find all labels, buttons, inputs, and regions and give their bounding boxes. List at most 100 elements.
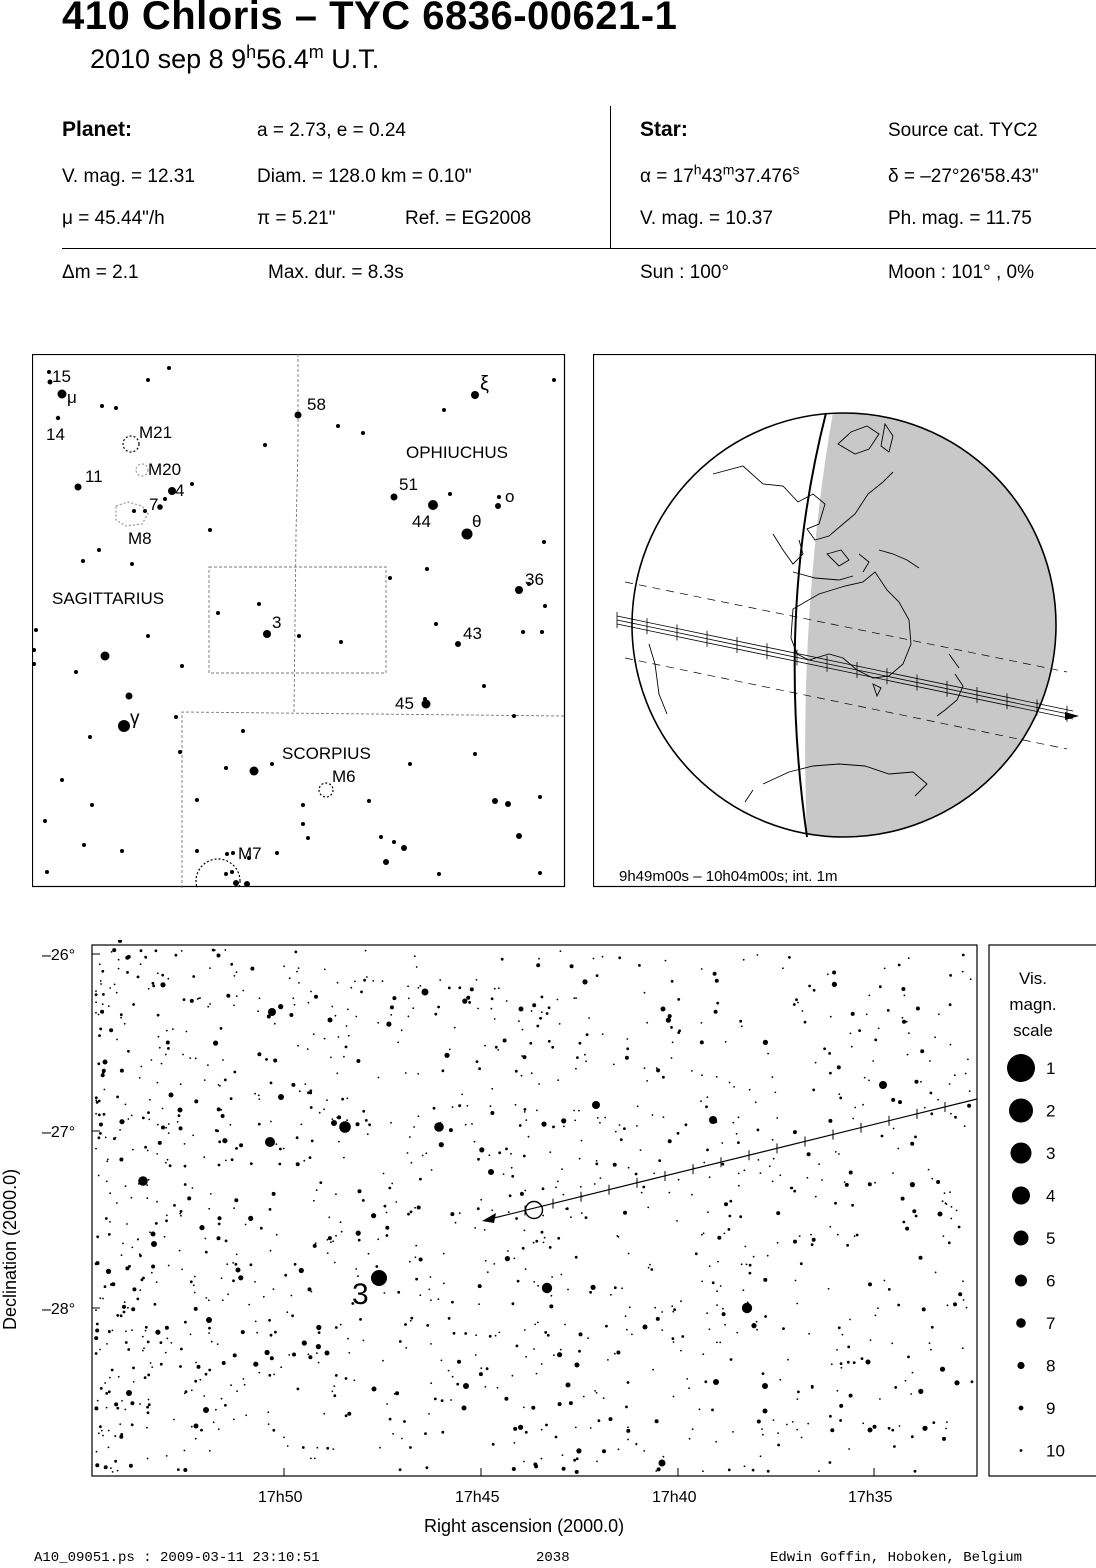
- star: [383, 859, 389, 865]
- star: [208, 1368, 212, 1372]
- svg-text:M7: M7: [238, 844, 262, 863]
- star: [126, 1223, 128, 1225]
- star: [512, 714, 516, 718]
- star: [238, 1275, 244, 1281]
- star: [931, 1177, 934, 1180]
- star: [343, 1055, 345, 1058]
- star: [178, 1126, 183, 1131]
- star: [540, 995, 544, 999]
- star: [364, 1119, 368, 1122]
- star: [235, 1267, 241, 1273]
- star: [247, 856, 251, 860]
- star: [930, 1325, 934, 1329]
- star: [105, 1392, 109, 1395]
- star: [155, 1329, 161, 1335]
- star: [923, 1106, 926, 1109]
- star: [934, 1036, 936, 1039]
- star: [484, 1259, 487, 1262]
- star: [508, 1194, 512, 1198]
- star: [215, 1408, 217, 1411]
- star: [513, 1441, 516, 1444]
- star: [389, 1005, 394, 1010]
- star: [810, 1243, 814, 1247]
- star: [401, 1437, 403, 1440]
- star: [97, 1113, 101, 1117]
- star: [257, 1094, 260, 1097]
- star: [306, 1048, 309, 1050]
- star: [740, 1263, 743, 1266]
- star: [303, 1159, 306, 1162]
- star: [493, 987, 496, 990]
- star: [301, 1340, 307, 1346]
- star: [853, 1235, 856, 1237]
- star: [655, 1067, 658, 1069]
- star: [502, 1173, 505, 1175]
- star: [189, 1280, 193, 1284]
- star: [721, 1312, 726, 1317]
- star: [382, 1359, 384, 1362]
- star: [910, 1141, 915, 1146]
- star: [552, 378, 556, 382]
- star: [714, 978, 719, 983]
- star: [168, 487, 176, 495]
- star: [837, 1326, 841, 1330]
- star: [108, 1330, 111, 1334]
- star: [945, 1427, 947, 1430]
- star: [670, 1057, 673, 1059]
- star: [700, 1022, 703, 1024]
- star: [267, 1423, 270, 1425]
- star: [293, 1003, 296, 1006]
- star: [301, 1446, 305, 1449]
- star: [949, 1191, 951, 1193]
- star: [538, 795, 542, 799]
- star: [521, 1055, 523, 1057]
- star: [524, 1430, 528, 1434]
- star: [573, 1109, 575, 1112]
- star: [658, 1159, 662, 1162]
- star: [409, 1446, 412, 1449]
- star: [557, 1180, 559, 1183]
- svg-text:14: 14: [46, 425, 65, 444]
- star: [229, 1097, 233, 1100]
- star: [355, 1015, 358, 1018]
- star: [904, 1379, 907, 1382]
- star: [127, 1306, 129, 1309]
- star: [771, 1180, 774, 1183]
- star: [948, 1083, 951, 1085]
- star: [180, 950, 183, 952]
- star: [385, 1225, 390, 1230]
- star: [132, 509, 136, 513]
- star: [207, 1064, 209, 1066]
- star: [388, 1417, 392, 1421]
- star: [634, 1172, 638, 1176]
- star: [104, 1136, 107, 1139]
- star: [307, 1353, 310, 1356]
- star: [309, 1091, 313, 1095]
- star: [715, 1440, 718, 1443]
- star: [643, 1450, 646, 1452]
- star: [576, 1448, 582, 1454]
- star: [587, 1337, 589, 1340]
- star: [798, 1235, 801, 1237]
- star: [453, 1026, 456, 1029]
- star: [721, 1142, 724, 1144]
- star: [582, 1395, 585, 1398]
- star: [105, 1406, 108, 1409]
- star: [192, 975, 196, 978]
- star: [839, 1362, 843, 1365]
- star: [513, 1426, 518, 1431]
- star: [478, 1067, 481, 1071]
- star: [136, 975, 140, 979]
- star: [468, 1001, 471, 1004]
- star: [624, 1055, 629, 1060]
- svg-text:μ: μ: [67, 388, 77, 407]
- star: [125, 1330, 127, 1333]
- star: [535, 1239, 539, 1243]
- star: [565, 1207, 569, 1211]
- star: [109, 1192, 112, 1195]
- star: [235, 1253, 238, 1256]
- star: [230, 962, 234, 966]
- star: [158, 1046, 161, 1049]
- star: [474, 1227, 476, 1229]
- star: [547, 1006, 551, 1010]
